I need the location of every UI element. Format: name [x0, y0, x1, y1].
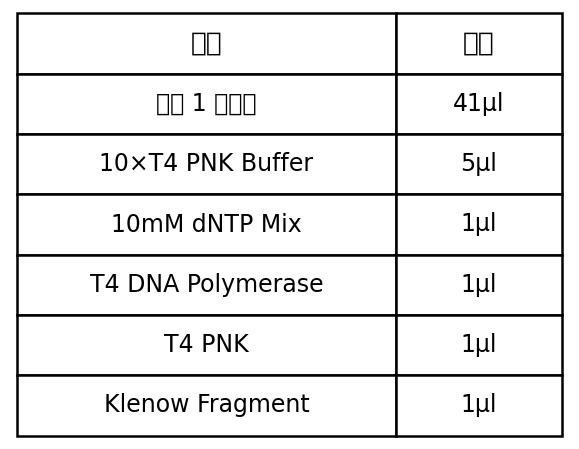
- Text: 10×T4 PNK Buffer: 10×T4 PNK Buffer: [100, 152, 314, 176]
- Bar: [17, 134, 395, 194]
- Text: T4 DNA Polymerase: T4 DNA Polymerase: [90, 273, 323, 297]
- Text: 1μl: 1μl: [460, 273, 497, 297]
- Text: 1μl: 1μl: [460, 393, 497, 418]
- Bar: [17, 255, 395, 315]
- Text: 10mM dNTP Mix: 10mM dNTP Mix: [111, 212, 302, 237]
- Bar: [395, 74, 562, 134]
- Bar: [395, 375, 562, 436]
- Text: 来自 1 的样品: 来自 1 的样品: [156, 92, 256, 116]
- Bar: [395, 13, 562, 74]
- Bar: [17, 194, 395, 255]
- Bar: [395, 194, 562, 255]
- Text: 5μl: 5μl: [460, 152, 497, 176]
- Text: 试剂: 试剂: [190, 31, 222, 57]
- Bar: [17, 375, 395, 436]
- Text: T4 PNK: T4 PNK: [164, 333, 249, 357]
- Text: 41μl: 41μl: [453, 92, 504, 116]
- Bar: [395, 134, 562, 194]
- Text: 1μl: 1μl: [460, 333, 497, 357]
- Text: 体积: 体积: [463, 31, 494, 57]
- Bar: [17, 13, 395, 74]
- Bar: [17, 315, 395, 375]
- Bar: [395, 315, 562, 375]
- Text: 1μl: 1μl: [460, 212, 497, 237]
- Bar: [395, 255, 562, 315]
- Text: Klenow Fragment: Klenow Fragment: [104, 393, 309, 418]
- Bar: [17, 74, 395, 134]
